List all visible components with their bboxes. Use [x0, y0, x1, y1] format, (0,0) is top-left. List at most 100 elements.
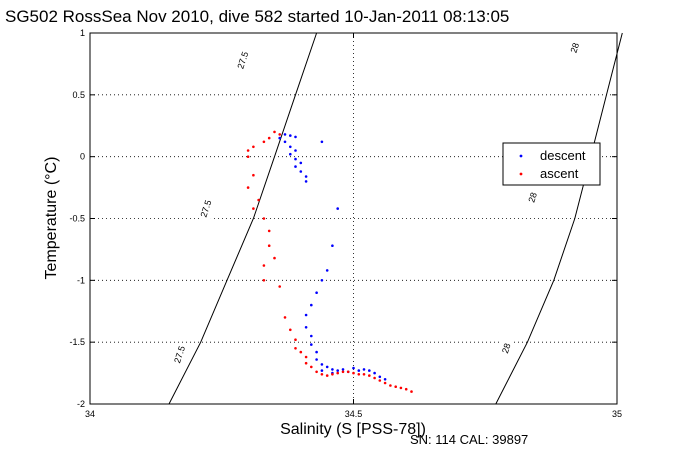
contour-label-5: 28 — [500, 342, 513, 355]
descent-point-4 — [283, 140, 287, 144]
ascent-point-25 — [310, 365, 313, 369]
y-tick-label-2: 0 — [80, 152, 85, 162]
descent-point-36 — [383, 378, 387, 381]
descent-point-8 — [294, 157, 297, 161]
ascent-point-31 — [341, 370, 345, 374]
axis-ticks: 34 34.5 35 1 0.5 0 -0.5 -1 -1.5 -2 — [69, 28, 622, 419]
descent-point-18 — [320, 279, 324, 282]
descent-point-29 — [331, 368, 334, 371]
y-axis-label: Temperature (°C) — [43, 157, 60, 280]
descent-point-26 — [315, 358, 318, 361]
descent-point-21 — [304, 313, 308, 317]
contour-label-bg-0 — [237, 49, 248, 72]
legend-marker-descent — [519, 154, 523, 158]
ascent-point-24 — [304, 361, 308, 365]
descent-point-14 — [304, 180, 308, 183]
legend-marker-ascent — [519, 172, 523, 176]
data-points — [246, 130, 413, 393]
ascent-point-10 — [252, 207, 255, 210]
ascent-point-29 — [331, 373, 334, 376]
descent-point-39 — [336, 369, 340, 372]
descent-point-27 — [320, 363, 324, 366]
ascent-point-3 — [262, 140, 266, 144]
ascent-point-40 — [389, 384, 392, 387]
y-tick-label-5: -1.5 — [69, 337, 85, 347]
x-axis-label: Salinity (S [PSS-78]) — [280, 421, 426, 438]
ascent-point-12 — [267, 229, 271, 233]
descent-point-28 — [325, 365, 329, 369]
x-tick-label-2: 35 — [612, 409, 622, 419]
descent-point-11 — [299, 170, 303, 173]
legend: descent ascent — [502, 142, 601, 186]
contour-label-4: 28 — [526, 191, 539, 204]
descent-point-20 — [310, 303, 313, 307]
descent-point-30 — [341, 368, 345, 371]
ascent-point-6 — [246, 155, 250, 158]
y-tick-label-1: 0.5 — [72, 90, 85, 100]
ascent-point-26 — [315, 370, 318, 374]
ascent-point-27 — [320, 373, 324, 376]
ascent-point-8 — [246, 186, 250, 189]
ascent-point-44 — [410, 390, 413, 393]
ascent-point-5 — [246, 149, 250, 152]
contour-line-28-1 — [495, 32, 623, 405]
legend-label-descent: descent — [540, 148, 586, 163]
ascent-point-16 — [262, 279, 266, 282]
ascent-point-7 — [252, 173, 255, 177]
descent-point-22 — [304, 326, 308, 329]
ascent-point-36 — [368, 374, 371, 377]
ascent-point-39 — [383, 381, 387, 385]
contour-label-bg-5 — [501, 337, 512, 360]
descent-point-0 — [283, 133, 287, 136]
descent-point-7 — [289, 152, 292, 156]
ascent-point-21 — [294, 347, 297, 350]
ascent-point-1 — [278, 133, 282, 136]
descent-point-33 — [368, 369, 371, 372]
ascent-point-37 — [373, 376, 376, 380]
ascent-point-35 — [362, 373, 366, 376]
contour-label-bg-3 — [569, 36, 580, 59]
ascent-point-18 — [283, 316, 287, 319]
descent-point-25 — [315, 350, 318, 354]
descent-point-37 — [320, 369, 324, 372]
series-ascent — [246, 130, 413, 393]
ascent-point-22 — [299, 350, 303, 354]
contour-label-bg-1 — [200, 197, 211, 220]
ascent-point-13 — [267, 244, 271, 247]
ascent-point-17 — [278, 285, 282, 288]
descent-point-9 — [299, 161, 303, 165]
descent-point-17 — [325, 269, 329, 272]
y-tick-label-0: 1 — [80, 28, 85, 38]
ascent-point-28 — [325, 374, 329, 377]
descent-point-1 — [289, 134, 292, 137]
x-tick-label-0: 34 — [85, 409, 95, 419]
ascent-point-14 — [273, 256, 276, 260]
ascent-point-33 — [352, 371, 355, 375]
ascent-point-4 — [252, 145, 255, 149]
ascent-point-23 — [304, 355, 308, 359]
ascent-point-0 — [273, 130, 276, 134]
y-tick-label-3: -0.5 — [69, 214, 85, 224]
ascent-point-32 — [346, 370, 350, 374]
descent-point-16 — [331, 244, 334, 247]
x-tick-label-1: 34.5 — [345, 409, 363, 419]
ascent-point-34 — [357, 373, 361, 376]
descent-point-2 — [278, 136, 282, 140]
descent-point-31 — [352, 366, 355, 370]
descent-point-24 — [310, 343, 313, 346]
descent-point-13 — [320, 140, 324, 144]
chart-title: SG502 RossSea Nov 2010, dive 582 started… — [5, 7, 509, 26]
descent-point-23 — [310, 334, 313, 338]
ascent-point-2 — [267, 136, 271, 140]
contour-line-27-5-0 — [168, 32, 318, 405]
descent-point-3 — [294, 135, 297, 139]
ascent-point-11 — [262, 217, 266, 220]
ascent-point-30 — [336, 371, 340, 375]
ascent-point-38 — [378, 379, 382, 382]
descent-point-5 — [289, 145, 292, 149]
descent-point-35 — [378, 375, 382, 379]
contour-label-3: 28 — [569, 42, 582, 55]
descent-point-41 — [357, 369, 361, 372]
